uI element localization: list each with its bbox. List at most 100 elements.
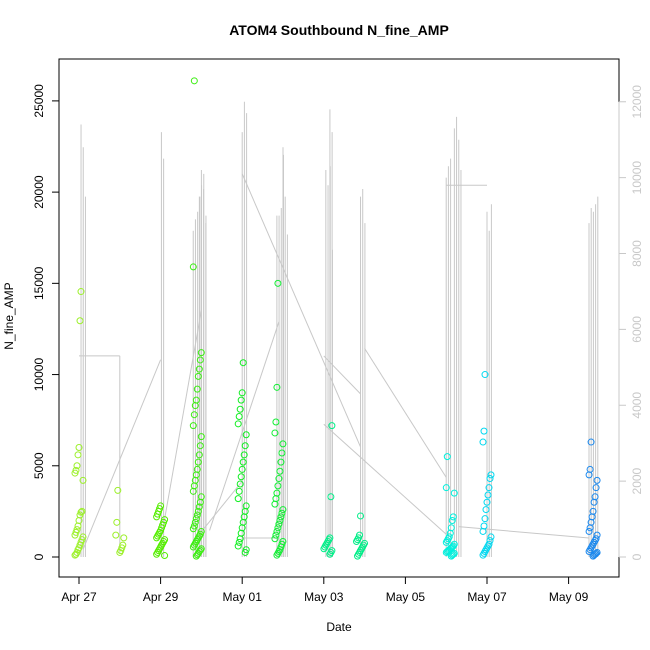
data-point <box>76 317 84 325</box>
y2-tick-label: 12000 <box>630 85 644 119</box>
y2-tick-label: 2000 <box>630 467 644 494</box>
data-point <box>589 507 597 515</box>
data-point <box>235 538 243 546</box>
data-point <box>276 517 284 525</box>
y2-tick-label: 0 <box>630 553 644 560</box>
data-point <box>114 486 122 494</box>
data-point <box>487 533 495 541</box>
data-point <box>197 349 205 357</box>
x-tick-label: Apr 29 <box>143 590 179 604</box>
y-tick-label: 20000 <box>32 175 46 209</box>
data-point <box>443 453 451 461</box>
data-point <box>79 476 87 484</box>
data-point <box>275 520 283 528</box>
data-point <box>77 288 85 296</box>
data-point <box>326 534 334 542</box>
data-point <box>196 356 204 364</box>
data-point <box>161 516 169 524</box>
data-point <box>592 549 600 557</box>
data-point <box>277 513 285 521</box>
y-tick-label: 5000 <box>32 452 46 479</box>
data-point <box>197 433 205 441</box>
x-tick-label: May 07 <box>467 590 507 604</box>
y2-tick-label: 10000 <box>630 161 644 195</box>
data-point <box>195 365 203 373</box>
data-point <box>272 531 280 539</box>
data-point <box>484 491 492 499</box>
points-layer <box>71 77 601 560</box>
data-point <box>190 411 198 419</box>
data-point <box>593 548 601 556</box>
data-point <box>487 471 495 479</box>
data-point <box>196 546 204 554</box>
data-point <box>78 507 86 515</box>
x-tick-label: May 05 <box>386 590 426 604</box>
data-point <box>592 535 600 543</box>
data-point <box>449 550 457 558</box>
x-tick-label: May 09 <box>549 590 589 604</box>
data-point <box>161 536 169 544</box>
data-point <box>486 475 494 483</box>
data-point <box>271 429 279 437</box>
data-point <box>273 383 281 391</box>
data-point <box>279 537 287 545</box>
data-point <box>587 438 595 446</box>
data-point <box>79 533 87 541</box>
y2-tick-label: 4000 <box>630 392 644 419</box>
x-axis-label: Date <box>326 620 352 634</box>
data-point <box>239 458 247 466</box>
data-point <box>591 550 599 558</box>
x-tick-label: May 01 <box>223 590 263 604</box>
data-point <box>119 541 127 549</box>
secondary-connector-line <box>82 359 162 550</box>
data-point <box>189 422 197 430</box>
data-point <box>193 511 201 519</box>
data-point <box>273 489 281 497</box>
data-point <box>235 487 243 495</box>
data-point <box>361 539 369 547</box>
data-point <box>445 533 453 541</box>
data-point <box>450 549 458 557</box>
data-point <box>357 512 365 520</box>
data-point <box>120 534 128 542</box>
y-tick-label: 25000 <box>32 84 46 118</box>
data-point <box>328 422 336 430</box>
data-point <box>236 405 244 413</box>
data-point <box>190 522 198 530</box>
data-point <box>194 458 202 466</box>
data-point <box>278 509 286 517</box>
data-point <box>275 475 283 483</box>
data-point <box>277 458 285 466</box>
data-point <box>450 489 458 497</box>
data-point <box>189 263 197 271</box>
data-point <box>242 502 250 510</box>
data-point <box>112 531 120 539</box>
y2-tick-label: 6000 <box>630 316 644 343</box>
data-point <box>585 527 593 535</box>
y-axis-label: N_fine_AMP <box>2 282 16 349</box>
data-point <box>73 462 81 470</box>
data-point <box>328 547 336 555</box>
data-point <box>279 506 287 514</box>
data-point <box>235 413 243 421</box>
data-point <box>234 495 242 503</box>
data-point <box>276 467 284 475</box>
data-point <box>448 551 456 559</box>
data-point <box>194 507 202 515</box>
data-point <box>242 431 250 439</box>
data-point <box>113 518 121 526</box>
x-tick-label: Apr 27 <box>61 590 97 604</box>
data-point <box>74 451 82 459</box>
data-point <box>593 476 601 484</box>
data-point <box>271 535 279 543</box>
data-point <box>241 442 249 450</box>
data-point <box>197 493 205 501</box>
data-point <box>482 506 490 514</box>
data-point <box>195 451 203 459</box>
data-point <box>239 359 247 367</box>
data-point <box>274 279 282 287</box>
data-point <box>481 515 489 523</box>
data-point <box>234 420 242 428</box>
data-point <box>72 466 80 474</box>
